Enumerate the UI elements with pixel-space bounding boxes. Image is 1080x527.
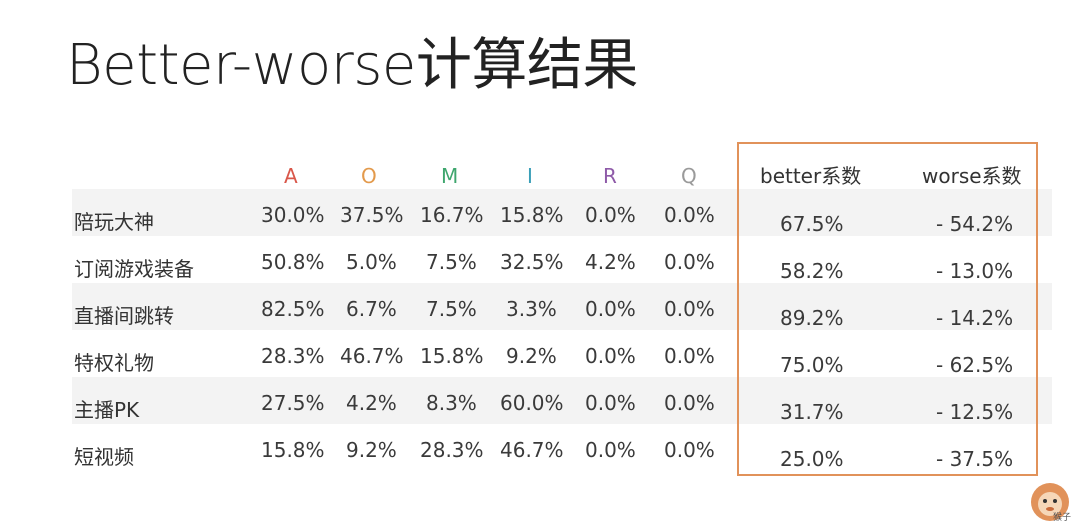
cell-o: 37.5% — [340, 203, 404, 227]
coefficient-highlight-box — [737, 142, 1038, 476]
cell-q: 0.0% — [664, 203, 715, 227]
cell-better: 67.5% — [780, 212, 844, 236]
column-header-q: Q — [681, 164, 697, 188]
row-label: 陪玩大神 — [74, 210, 154, 234]
row-label: 主播PK — [74, 398, 140, 422]
cell-a: 28.3% — [261, 344, 325, 368]
column-header-i: I — [527, 164, 533, 188]
row-stripe — [72, 189, 1052, 236]
cell-m: 7.5% — [426, 297, 477, 321]
row-label: 特权礼物 — [74, 351, 154, 375]
page-title: Better-worse计算结果 — [66, 33, 638, 98]
cell-a: 82.5% — [261, 297, 325, 321]
cell-a: 27.5% — [261, 391, 325, 415]
row-label: 订阅游戏装备 — [74, 257, 194, 281]
cell-r: 0.0% — [585, 203, 636, 227]
cell-o: 6.7% — [346, 297, 397, 321]
row-label: 短视频 — [74, 445, 134, 469]
cell-r: 0.0% — [585, 344, 636, 368]
cell-r: 0.0% — [585, 297, 636, 321]
cell-better: 25.0% — [780, 447, 844, 471]
cell-o: 46.7% — [340, 344, 404, 368]
cell-a: 15.8% — [261, 438, 325, 462]
cell-q: 0.0% — [664, 297, 715, 321]
column-header-r: R — [603, 164, 617, 188]
cell-i: 15.8% — [500, 203, 564, 227]
cell-r: 4.2% — [585, 250, 636, 274]
cell-better: 89.2% — [780, 306, 844, 330]
cell-worse: - 54.2% — [936, 212, 1014, 236]
cell-worse: - 37.5% — [936, 447, 1014, 471]
cell-r: 0.0% — [585, 391, 636, 415]
column-header-m: M — [441, 164, 459, 188]
cell-worse: - 12.5% — [936, 400, 1014, 424]
cell-q: 0.0% — [664, 344, 715, 368]
cell-worse: - 13.0% — [936, 259, 1014, 283]
cell-m: 16.7% — [420, 203, 484, 227]
cell-i: 60.0% — [500, 391, 564, 415]
cell-q: 0.0% — [664, 438, 715, 462]
row-label: 直播间跳转 — [74, 304, 174, 328]
cell-m: 28.3% — [420, 438, 484, 462]
cell-better: 31.7% — [780, 400, 844, 424]
column-header-a: A — [284, 164, 298, 188]
cell-o: 5.0% — [346, 250, 397, 274]
cell-i: 3.3% — [506, 297, 557, 321]
cell-o: 4.2% — [346, 391, 397, 415]
cell-i: 9.2% — [506, 344, 557, 368]
logo-caption: 猴子 — [1053, 513, 1072, 523]
cell-m: 15.8% — [420, 344, 484, 368]
row-stripe — [72, 283, 1052, 330]
cell-worse: - 62.5% — [936, 353, 1014, 377]
cell-r: 0.0% — [585, 438, 636, 462]
cell-q: 0.0% — [664, 391, 715, 415]
cell-a: 30.0% — [261, 203, 325, 227]
cell-worse: - 14.2% — [936, 306, 1014, 330]
monkey-icon — [1031, 483, 1069, 521]
cell-o: 9.2% — [346, 438, 397, 462]
cell-i: 46.7% — [500, 438, 564, 462]
cell-a: 50.8% — [261, 250, 325, 274]
cell-better: 75.0% — [780, 353, 844, 377]
column-header-better: better系数 — [760, 164, 862, 188]
cell-better: 58.2% — [780, 259, 844, 283]
column-header-worse: worse系数 — [922, 164, 1022, 188]
column-header-o: O — [361, 164, 377, 188]
cell-i: 32.5% — [500, 250, 564, 274]
row-stripe — [72, 377, 1052, 424]
cell-q: 0.0% — [664, 250, 715, 274]
cell-m: 8.3% — [426, 391, 477, 415]
cell-m: 7.5% — [426, 250, 477, 274]
